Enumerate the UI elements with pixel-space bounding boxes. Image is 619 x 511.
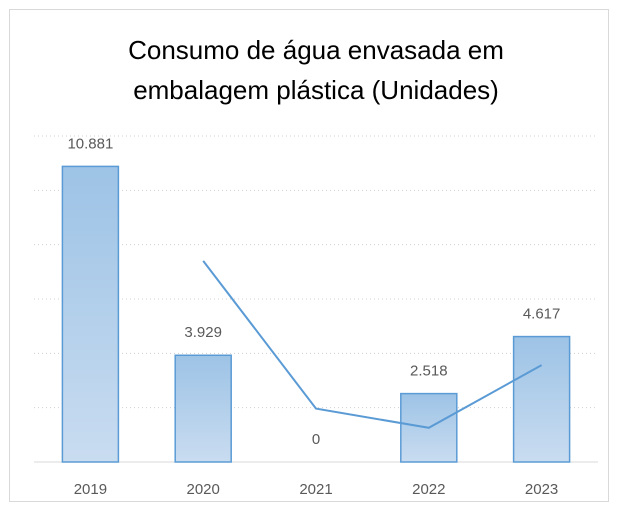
bar [512, 335, 571, 463]
data-label: 4.617 [523, 306, 561, 323]
data-label: 10.881 [67, 135, 113, 152]
x-tick-label: 2021 [299, 481, 332, 498]
line [202, 260, 543, 429]
chart-title: embalagem plástica (Unidades) [133, 75, 499, 105]
chart-title: Consumo de água envasada em [128, 35, 504, 65]
data-label: 3.929 [184, 324, 222, 341]
bar [174, 354, 232, 463]
data-label: 2.518 [410, 363, 448, 380]
data-label: 0 [312, 431, 320, 448]
bar [61, 165, 120, 463]
x-tick-label: 2023 [525, 481, 558, 498]
x-tick-label: 2022 [412, 481, 445, 498]
x-tick-label: 2019 [74, 481, 107, 498]
x-tick-label: 2020 [187, 481, 220, 498]
